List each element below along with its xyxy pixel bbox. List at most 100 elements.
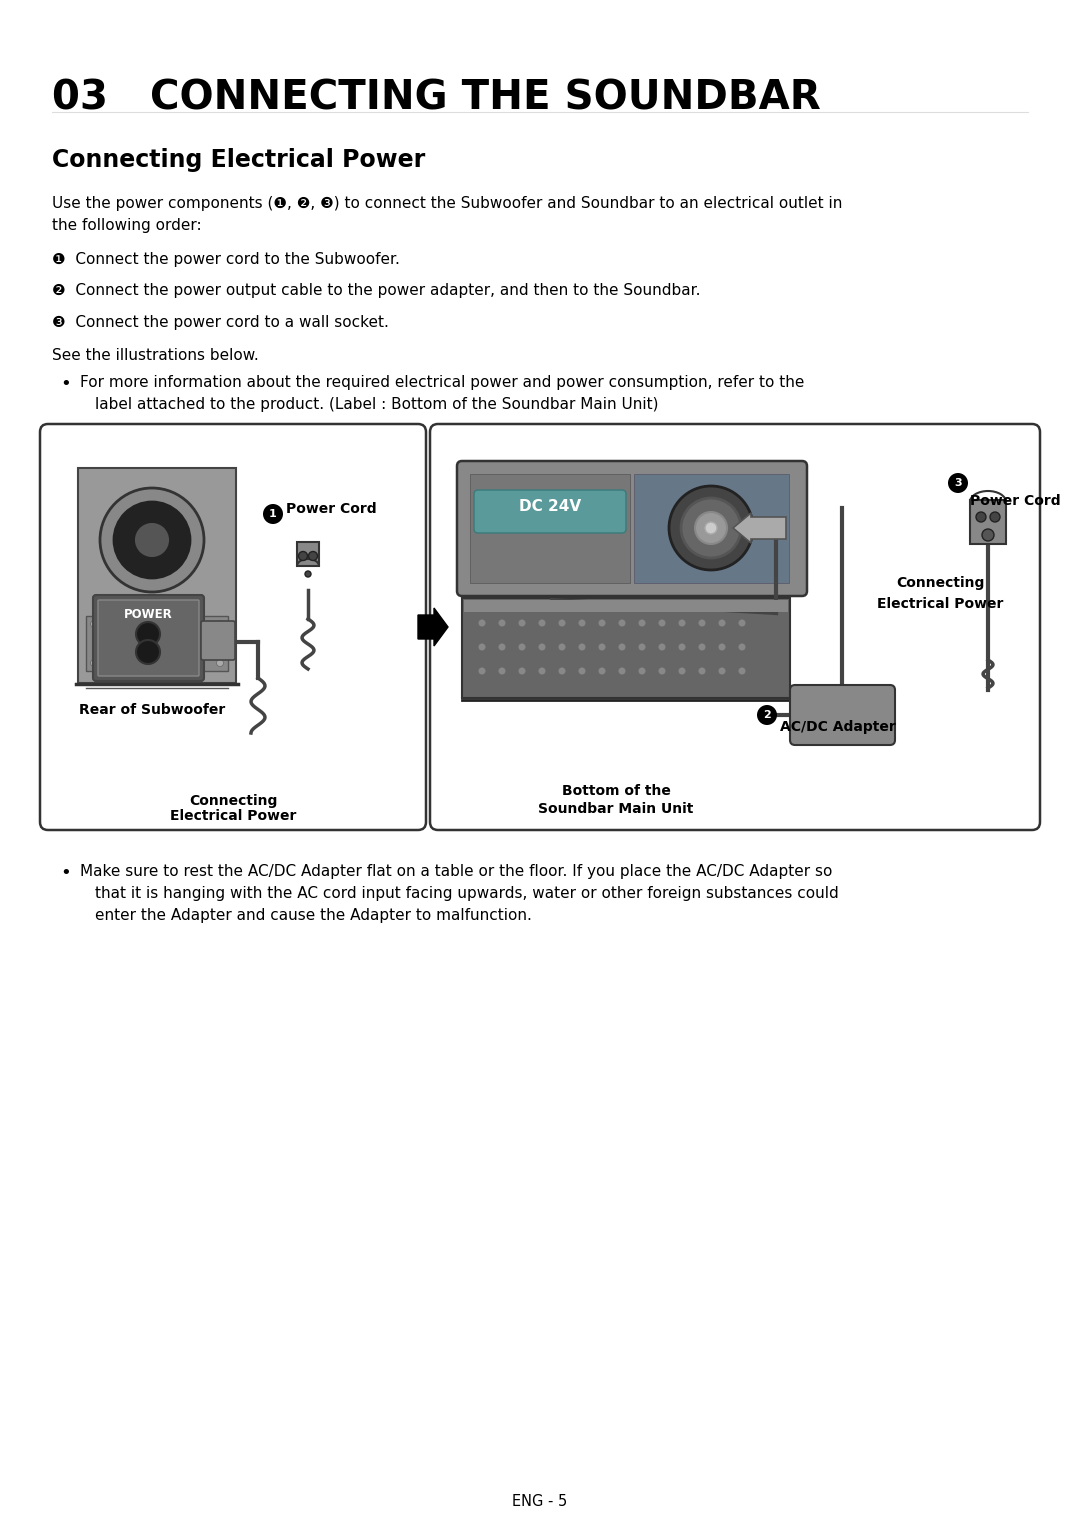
Circle shape [91,659,97,666]
Text: 3: 3 [955,478,962,489]
Circle shape [739,668,745,674]
FancyBboxPatch shape [98,601,199,676]
Circle shape [298,552,308,561]
Circle shape [699,643,705,651]
Bar [464,601,788,611]
Text: For more information about the required electrical power and power consumption, : For more information about the required … [80,375,805,391]
Circle shape [659,668,665,674]
Text: Make sure to rest the AC/DC Adapter flat on a table or the floor. If you place t: Make sure to rest the AC/DC Adapter flat… [80,864,833,879]
Circle shape [518,643,526,651]
Circle shape [678,619,686,627]
Text: Soundbar Main Unit: Soundbar Main Unit [538,801,693,817]
Circle shape [114,502,190,578]
Circle shape [216,620,224,628]
Circle shape [638,643,646,651]
Text: DC 24V: DC 24V [518,499,581,515]
Bar [634,473,789,584]
Text: Electrical Power: Electrical Power [877,597,1003,611]
Circle shape [619,668,625,674]
Text: that it is hanging with the AC cord input facing upwards, water or other foreign: that it is hanging with the AC cord inpu… [95,885,839,901]
Circle shape [309,552,318,561]
Circle shape [598,619,606,627]
Circle shape [91,620,97,628]
FancyArrow shape [418,608,448,647]
Circle shape [558,643,566,651]
Text: AC/DC Adapter: AC/DC Adapter [780,720,895,734]
Circle shape [619,619,625,627]
Circle shape [598,643,606,651]
Text: Rear of Subwoofer: Rear of Subwoofer [79,703,225,717]
Bar [970,499,1005,544]
Circle shape [499,643,505,651]
Circle shape [539,668,545,674]
Circle shape [579,668,585,674]
Circle shape [659,619,665,627]
Circle shape [718,643,726,651]
Circle shape [757,705,777,725]
Bar [470,473,630,584]
Circle shape [739,643,745,651]
Circle shape [116,657,121,662]
Circle shape [579,619,585,627]
Circle shape [100,489,204,591]
Circle shape [678,643,686,651]
Circle shape [669,486,753,570]
Text: Connecting: Connecting [189,794,278,807]
Circle shape [718,619,726,627]
Circle shape [136,524,168,556]
Text: •: • [60,375,71,394]
Text: Connecting: Connecting [895,576,984,590]
Text: Power Cord: Power Cord [286,502,377,516]
Circle shape [990,512,1000,522]
Circle shape [136,640,160,663]
Text: 2: 2 [764,709,771,720]
Circle shape [976,512,986,522]
Circle shape [499,668,505,674]
Text: ❸  Connect the power cord to a wall socket.: ❸ Connect the power cord to a wall socke… [52,316,389,329]
Text: label attached to the product. (Label : Bottom of the Soundbar Main Unit): label attached to the product. (Label : … [95,397,659,412]
FancyBboxPatch shape [93,594,204,682]
Text: •: • [60,864,71,882]
Text: enter the Adapter and cause the Adapter to malfunction.: enter the Adapter and cause the Adapter … [95,908,531,922]
Text: Bottom of the: Bottom of the [562,784,671,798]
Text: ENG - 5: ENG - 5 [512,1494,568,1509]
FancyBboxPatch shape [789,685,895,745]
Circle shape [539,643,545,651]
Circle shape [216,659,224,666]
Circle shape [739,619,745,627]
Circle shape [264,504,283,524]
Circle shape [558,619,566,627]
Circle shape [136,622,160,647]
Text: Electrical Power: Electrical Power [170,809,296,823]
Bar [297,542,319,565]
FancyBboxPatch shape [201,620,235,660]
Circle shape [638,619,646,627]
FancyArrow shape [733,513,786,542]
Circle shape [699,668,705,674]
Text: Connecting Electrical Power: Connecting Electrical Power [52,149,426,172]
Bar [86,616,228,671]
Circle shape [579,643,585,651]
Text: 03   CONNECTING THE SOUNDBAR: 03 CONNECTING THE SOUNDBAR [52,78,821,118]
Circle shape [499,619,505,627]
FancyBboxPatch shape [40,424,426,830]
Text: Power Cord: Power Cord [970,493,1061,509]
Text: ❶  Connect the power cord to the Subwoofer.: ❶ Connect the power cord to the Subwoofe… [52,251,400,267]
Circle shape [705,522,717,535]
Circle shape [696,512,727,544]
Circle shape [478,668,486,674]
Text: Use the power components (❶, ❷, ❸) to connect the Subwoofer and Soundbar to an e: Use the power components (❶, ❷, ❸) to co… [52,196,842,211]
Circle shape [518,668,526,674]
Circle shape [638,668,646,674]
Circle shape [104,657,108,662]
Text: the following order:: the following order: [52,218,202,233]
Text: 1: 1 [269,509,276,519]
Circle shape [478,619,486,627]
FancyBboxPatch shape [457,461,807,596]
Circle shape [127,657,133,662]
Circle shape [558,668,566,674]
Text: POWER: POWER [123,608,173,620]
Circle shape [718,668,726,674]
Circle shape [699,619,705,627]
Circle shape [305,571,311,578]
